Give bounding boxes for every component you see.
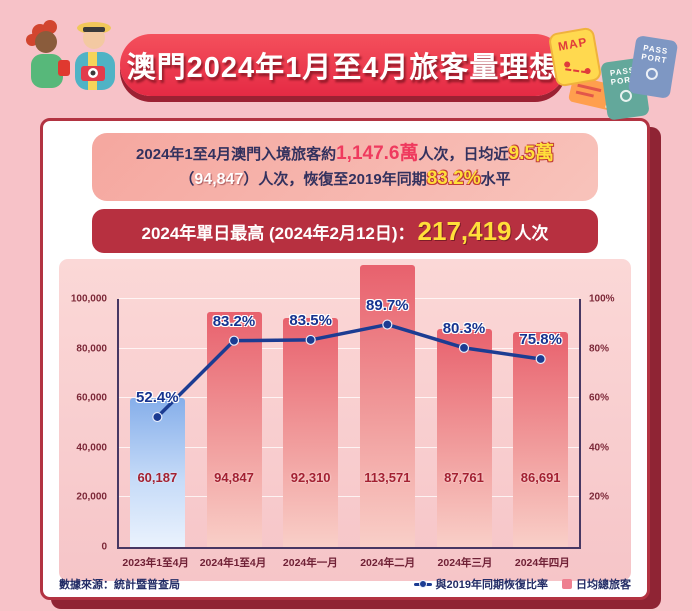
bar-value-label: 92,310	[290, 470, 331, 485]
summary-text: （	[179, 171, 195, 188]
line-value-label: 80.3%	[442, 319, 486, 337]
data-source: 數據來源：統計暨普查局	[59, 579, 180, 591]
gridline	[119, 446, 579, 448]
gridline	[119, 496, 579, 498]
summary-highlight-total: 1,147.6萬	[336, 143, 419, 164]
bar-value-label: 86,691	[520, 470, 561, 485]
y-tick-right: 20%	[589, 491, 610, 503]
x-axis-labels: 2023年1至4月 2024年1至4月 2024年一月 2024年二月 2024年三月 2…	[117, 555, 581, 570]
tourists-illustration	[26, 20, 115, 90]
card-footer: 數據來源：統計暨普查局 與2019年同期恢復比率 日均總旅客	[59, 576, 631, 592]
y-axis-right: 100% 80% 60% 40% 20%	[581, 294, 631, 549]
y-tick-right: 40%	[589, 442, 610, 454]
y-tick-left: 20,000	[76, 491, 107, 503]
summary-text: 水平	[480, 171, 511, 188]
y-tick-right: 80%	[589, 343, 610, 355]
record-unit: 人次	[514, 223, 549, 243]
record-label: 2024年單日最高 (2024年2月12日)：	[141, 223, 415, 243]
passport-emblem-icon	[645, 67, 659, 81]
gridline	[119, 298, 579, 299]
bar-value-label: 87,761	[444, 470, 484, 485]
summary-line-2: （94,847）人次，恢復至2019年同期83.2%水平	[100, 167, 590, 192]
map-icon: MAP	[547, 26, 603, 88]
x-axis-label: 2024年四月	[514, 557, 570, 569]
page-title: 澳門2024年1月至4月旅客量理想	[126, 52, 560, 84]
legend-item-line: 與2019年同期恢復比率	[413, 576, 548, 592]
chart-legend: 與2019年同期恢復比率 日均總旅客	[413, 576, 631, 592]
summary-text: 2024年1至4月澳門入境旅客約	[136, 146, 337, 163]
passport-icon-blue: PASS PORT	[627, 35, 679, 99]
y-tick-left: 100,000	[70, 293, 107, 305]
bar-value-label: 60,187	[137, 470, 178, 485]
bar-series-marker-icon	[562, 579, 572, 589]
bar-6	[513, 332, 569, 547]
bar-2	[206, 311, 262, 547]
y-tick-left: 40,000	[76, 442, 107, 454]
x-axis-label: 2023年1至4月	[122, 557, 189, 569]
map-route-icon	[565, 60, 589, 74]
y-tick-left: 60,000	[76, 392, 107, 404]
daily-record-banner: 2024年單日最高 (2024年2月12日)： 217,419 人次	[92, 209, 598, 253]
summary-line-1: 2024年1至4月澳門入境旅客約1,147.6萬人次，日均近9.5萬	[100, 142, 590, 167]
bar-1	[129, 397, 185, 547]
line-series-marker-icon	[413, 579, 432, 588]
legend-item-bar: 日均總旅客	[562, 576, 631, 592]
bar-value-label: 113,571	[364, 470, 411, 485]
y-tick-right: 60%	[589, 392, 610, 404]
legend-line-label: 與2019年同期恢復比率	[435, 579, 548, 591]
main-card: 2024年1至4月澳門入境旅客約1,147.6萬人次，日均近9.5萬 （94,8…	[40, 118, 650, 600]
chart-panel: 60,187 94,847 92,310 113,571 87,761 86,691 52.…	[59, 259, 631, 581]
summary-text: ）人次，恢復至2019年同期	[243, 171, 427, 188]
y-tick-right: 100%	[589, 293, 615, 305]
summary-box: 2024年1至4月澳門入境旅客約1,147.6萬人次，日均近9.5萬 （94,8…	[92, 133, 598, 201]
map-icon-label: MAP	[556, 34, 589, 54]
x-axis-label: 2024年1至4月	[199, 557, 267, 569]
summary-text: 人次，日均近	[418, 146, 509, 163]
line-value-label: 52.4%	[136, 389, 179, 407]
summary-highlight-daily: 9.5萬	[508, 143, 554, 164]
bar-3	[283, 318, 339, 547]
line-value-label: 89.7%	[366, 296, 409, 314]
legend-bar-label: 日均總旅客	[576, 579, 631, 591]
bar-value-label: 94,847	[214, 470, 254, 485]
line-value-label: 75.8%	[519, 331, 562, 349]
title-banner: 澳門2024年1月至4月旅客量理想	[120, 34, 566, 96]
y-tick-left: 80,000	[76, 343, 107, 355]
y-axis-left: 100,000 80,000 60,000 40,000 20,000 0	[59, 294, 115, 553]
y-tick-left: 0	[101, 541, 107, 553]
x-axis-label: 2024年三月	[437, 557, 493, 569]
record-value: 217,419	[417, 215, 512, 246]
x-axis-label: 2024年二月	[360, 557, 416, 569]
plot-area: 60,187 94,847 92,310 113,571 87,761 86,691 52.…	[117, 265, 581, 549]
summary-highlight-recovery: 83.2%	[426, 168, 481, 189]
summary-highlight-daily-count: 94,847	[194, 171, 244, 188]
bar-5	[436, 329, 492, 547]
line-value-label: 83.5%	[289, 311, 332, 329]
line-value-label: 83.2%	[212, 312, 256, 330]
ticket-stripe	[575, 90, 594, 98]
x-axis-label: 2024年一月	[282, 557, 338, 569]
